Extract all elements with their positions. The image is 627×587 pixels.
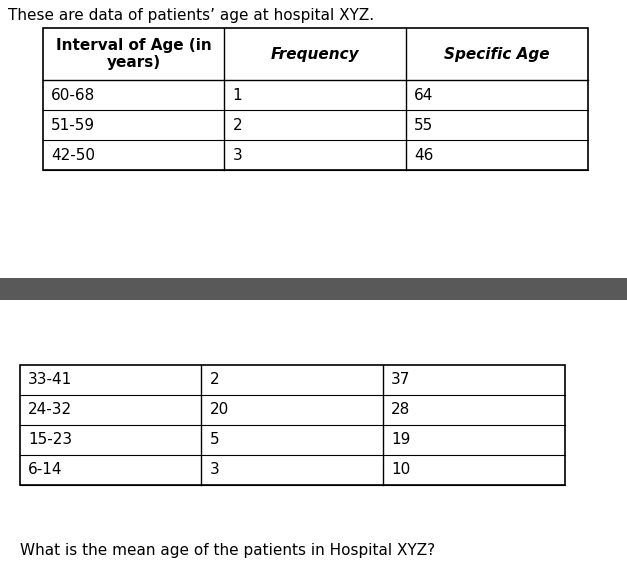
Text: 55: 55	[414, 117, 433, 133]
Text: What is the mean age of the patients in Hospital XYZ?: What is the mean age of the patients in …	[20, 543, 435, 558]
Bar	[20, 365, 565, 485]
Text: 6-14: 6-14	[28, 463, 63, 477]
Text: 10: 10	[391, 463, 410, 477]
Text: 15-23: 15-23	[28, 433, 72, 447]
Text: 37: 37	[391, 373, 410, 387]
Bar	[0, 278, 627, 300]
Text: 28: 28	[391, 403, 410, 417]
Text: 2: 2	[209, 373, 219, 387]
Text: 33-41: 33-41	[28, 373, 72, 387]
Text: 42-50: 42-50	[51, 147, 95, 163]
Text: Frequency: Frequency	[271, 46, 359, 62]
Text: 20: 20	[209, 403, 229, 417]
Text: 3: 3	[209, 463, 219, 477]
Text: 46: 46	[414, 147, 433, 163]
Text: Specific Age: Specific Age	[444, 46, 550, 62]
Text: 60-68: 60-68	[51, 87, 95, 103]
Text: 1: 1	[233, 87, 242, 103]
Text: 3: 3	[233, 147, 242, 163]
Text: 51-59: 51-59	[51, 117, 95, 133]
Text: 24-32: 24-32	[28, 403, 72, 417]
Text: 2: 2	[233, 117, 242, 133]
Text: 64: 64	[414, 87, 433, 103]
Bar	[43, 28, 588, 170]
Text: These are data of patients’ age at hospital XYZ.: These are data of patients’ age at hospi…	[8, 8, 374, 23]
Text: 19: 19	[391, 433, 410, 447]
Text: Interval of Age (in
years): Interval of Age (in years)	[56, 38, 212, 70]
Text: 5: 5	[209, 433, 219, 447]
